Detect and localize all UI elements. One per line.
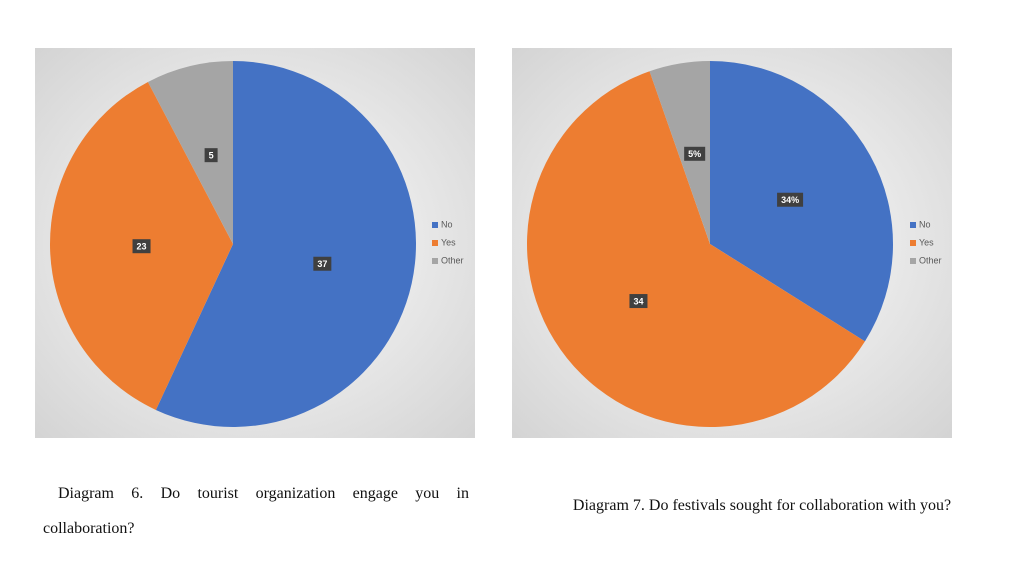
legend-label: No (441, 219, 453, 229)
legend-label: Yes (919, 237, 934, 247)
legend-swatch (910, 240, 916, 246)
data-label: 34 (633, 296, 643, 306)
legend-label: Other (919, 255, 942, 265)
legend-label: Yes (441, 237, 456, 247)
legend-label: No (919, 219, 931, 229)
legend-swatch (432, 258, 438, 264)
data-label: 34% (781, 195, 799, 205)
data-label: 5 (209, 151, 214, 161)
data-label-box (777, 192, 804, 207)
pie-slice (155, 61, 416, 427)
legend-swatch (432, 240, 438, 246)
data-label-box (132, 239, 151, 254)
pie-slice (649, 61, 710, 244)
legend-swatch (910, 222, 916, 228)
data-label-box (204, 148, 218, 163)
data-label-box (629, 294, 648, 309)
pie-slice (147, 61, 233, 244)
data-label-box (684, 146, 706, 161)
caption: Diagram 7. Do festivals sought for colla… (572, 497, 952, 514)
data-label: 23 (137, 242, 147, 252)
data-label-box (313, 256, 332, 271)
legend-swatch (910, 258, 916, 264)
legend-label: Other (441, 255, 464, 265)
data-label: 5% (688, 149, 701, 159)
data-label: 37 (317, 259, 327, 269)
pie-slice (526, 71, 865, 428)
legend-swatch (432, 222, 438, 228)
caption: Diagram 6. Do tourist organization engag… (43, 485, 469, 537)
